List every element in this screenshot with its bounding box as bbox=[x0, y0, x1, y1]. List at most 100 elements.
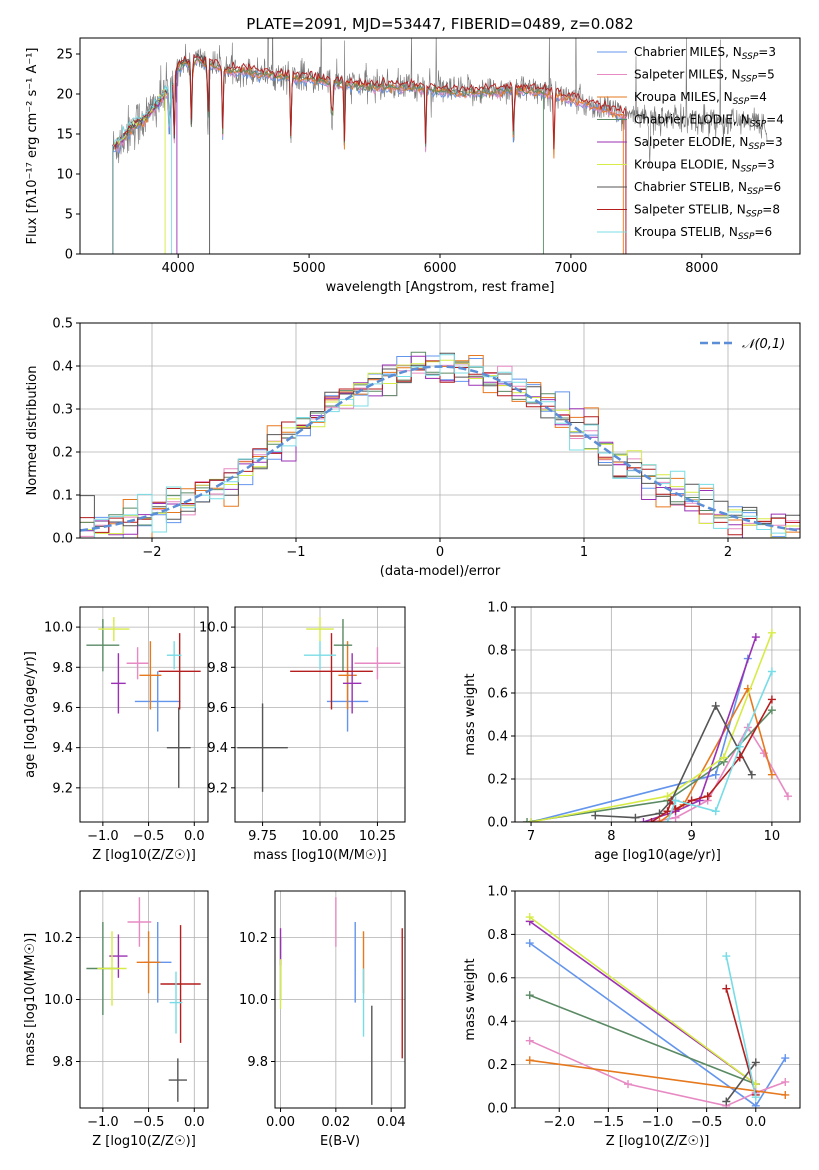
data-point-marker bbox=[711, 770, 720, 779]
data-point-marker bbox=[751, 1093, 760, 1102]
y-tick-label: 9.8 bbox=[207, 661, 228, 676]
data-point-marker bbox=[663, 807, 672, 816]
y-tick-label: 0.2 bbox=[487, 773, 508, 788]
data-point-marker bbox=[525, 1056, 534, 1065]
y-tick-label: 0.5 bbox=[52, 317, 73, 332]
data-point-marker bbox=[525, 913, 534, 922]
x-axis-label: wavelength [Angstrom, rest frame] bbox=[326, 280, 555, 295]
spectrum-lines bbox=[112, 38, 768, 254]
x-tick-label: 1 bbox=[580, 545, 588, 560]
x-tick-label: 10.25 bbox=[359, 829, 396, 844]
y-tick-label: 1.0 bbox=[487, 885, 508, 900]
y-tick-label: 10 bbox=[56, 168, 73, 183]
y-tick-label: 10.0 bbox=[44, 993, 73, 1008]
data-point-marker bbox=[591, 811, 600, 820]
x-tick-label: 4000 bbox=[162, 261, 195, 276]
data-point-marker bbox=[663, 818, 672, 822]
y-axis-label: mass [log10(M/M☉)] bbox=[23, 933, 38, 1066]
x-tick-label: −1 bbox=[286, 545, 305, 560]
data-point-marker bbox=[781, 1090, 790, 1099]
data-point-marker bbox=[525, 1036, 534, 1045]
error-bars bbox=[237, 617, 401, 792]
y-tick-label: 9.2 bbox=[207, 781, 228, 796]
y-tick-label: 0.8 bbox=[487, 644, 508, 659]
x-tick-label: −0.5 bbox=[133, 1115, 165, 1130]
legend-entry: Salpeter ELODIE, NSSP=3 bbox=[634, 135, 783, 152]
x-tick-label: 0.0 bbox=[745, 1115, 766, 1130]
x-tick-label: −0.5 bbox=[691, 1115, 723, 1130]
x-tick-label: 10.00 bbox=[301, 829, 338, 844]
x-tick-label: −1.0 bbox=[642, 1115, 674, 1130]
x-axis-label: age [log10(age/yr)] bbox=[594, 848, 721, 863]
panel-2: −2 −1 0 1 2 0.0 0.1 0.2 0.3 0.4 0.5 (data-model)/er… bbox=[25, 317, 801, 579]
x-tick-label: 2 bbox=[724, 545, 732, 560]
legend-entry: Chabrier ELODIE, NSSP=4 bbox=[634, 113, 784, 130]
data-point-marker bbox=[735, 753, 744, 762]
data-point-marker bbox=[687, 796, 696, 805]
y-axis-label: mass weight bbox=[463, 958, 478, 1040]
data-point-marker bbox=[663, 792, 672, 801]
y-tick-label: 10.0 bbox=[239, 993, 268, 1008]
model-spectrum bbox=[112, 54, 627, 254]
panel-6: −1.0 −0.5 0.0 9.8 10.0 10.2 Z [log10(Z/Z☉)] mas… bbox=[23, 890, 209, 1149]
error-bars bbox=[279, 897, 403, 1105]
legend-entry: Kroupa ELODIE, NSSP=3 bbox=[634, 158, 775, 175]
figure-title: PLATE=2091, MJD=53447, FIBERID=0489, z=0… bbox=[246, 15, 633, 33]
x-tick-label: 9 bbox=[687, 829, 695, 844]
legend-entry: Kroupa MILES, NSSP=4 bbox=[634, 90, 767, 107]
y-axis-label: age [log10(age/yr)] bbox=[23, 651, 38, 778]
y-tick-label: 5 bbox=[65, 208, 73, 223]
x-tick-label: 10 bbox=[764, 829, 781, 844]
data-point-marker bbox=[719, 753, 728, 762]
x-tick-label: 0.00 bbox=[266, 1115, 295, 1130]
x-tick-label: 0.02 bbox=[321, 1115, 350, 1130]
y-axis-label: mass weight bbox=[463, 673, 478, 755]
panel-8: −2.0 −1.5 −1.0 −0.5 0.0 0.0 0.2 0.4 0.6 0.8 1.0 Z [… bbox=[463, 885, 801, 1149]
data-point-marker bbox=[751, 1058, 760, 1067]
y-tick-label: 0.2 bbox=[52, 446, 73, 461]
y-tick-label: 9.4 bbox=[207, 741, 228, 756]
legend-entry: Salpeter MILES, NSSP=5 bbox=[634, 68, 775, 85]
series-line bbox=[529, 1059, 786, 1096]
data-point-marker bbox=[722, 952, 731, 961]
normal-reference-curve bbox=[80, 365, 800, 532]
y-tick-label: 9.2 bbox=[52, 781, 73, 796]
data-point-marker bbox=[751, 1101, 760, 1108]
y-tick-label: 0.6 bbox=[487, 687, 508, 702]
series-line bbox=[651, 699, 773, 822]
error-bars bbox=[86, 617, 201, 788]
weight-lines bbox=[523, 628, 792, 822]
y-tick-label: 0 bbox=[65, 248, 73, 263]
data-point-marker bbox=[671, 796, 680, 805]
legend-entry: Chabrier STELIB, NSSP=6 bbox=[634, 180, 781, 197]
series-line bbox=[666, 671, 773, 822]
x-tick-label: −1.0 bbox=[87, 829, 119, 844]
error-bars bbox=[86, 897, 201, 1102]
x-axis-label: E(B-V) bbox=[320, 1134, 360, 1149]
y-tick-label: 10.0 bbox=[199, 621, 228, 636]
data-point-marker bbox=[525, 939, 534, 948]
x-tick-label: 9.75 bbox=[248, 829, 277, 844]
x-tick-label: 0.0 bbox=[184, 1115, 205, 1130]
y-tick-label: 9.8 bbox=[52, 1055, 73, 1070]
x-axis-label: Z [log10(Z/Z☉)] bbox=[92, 848, 196, 863]
y-tick-label: 0.4 bbox=[52, 360, 73, 375]
weight-lines bbox=[525, 913, 790, 1108]
y-tick-label: 0.3 bbox=[52, 403, 73, 418]
y-tick-label: 25 bbox=[56, 48, 73, 63]
x-tick-label: 5000 bbox=[293, 261, 326, 276]
y-tick-label: 9.8 bbox=[52, 661, 73, 676]
series-line bbox=[529, 994, 757, 1085]
x-axis-label: mass [log10(M/M☉)] bbox=[253, 848, 386, 863]
data-point-marker bbox=[747, 770, 756, 779]
y-tick-label: 10.2 bbox=[239, 931, 268, 946]
data-point-marker bbox=[735, 742, 744, 751]
data-point-marker bbox=[781, 1054, 790, 1063]
legend-entry: 𝒩(0,1) bbox=[742, 337, 785, 352]
series-line bbox=[530, 658, 749, 822]
data-point-marker bbox=[767, 628, 776, 637]
panel-1: 4000 5000 6000 7000 8000 0 5 10 15 20 25 wavelength… bbox=[25, 37, 801, 295]
data-point-marker bbox=[767, 667, 776, 676]
histograms bbox=[80, 351, 800, 538]
